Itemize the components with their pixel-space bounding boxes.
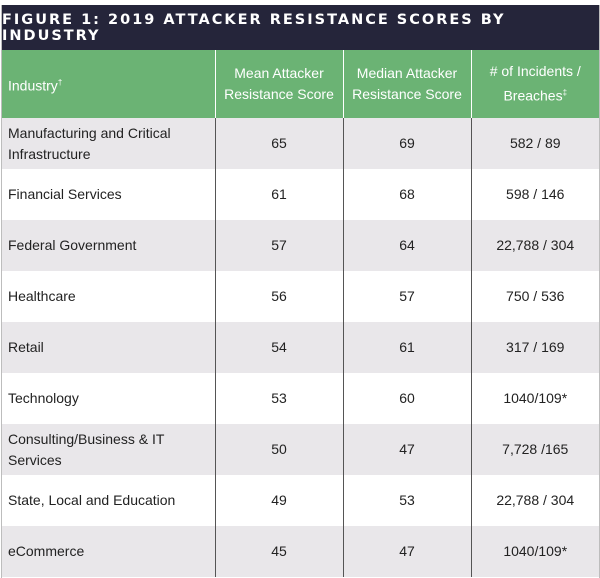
column-header: Mean Attacker Resistance Score xyxy=(214,50,343,118)
table-cell: Consulting/Business & IT Services xyxy=(2,424,215,475)
table-cell: 57 xyxy=(214,220,343,271)
table-row: Financial Services 61 68 598 / 146 xyxy=(2,169,599,220)
table-cell: 45 xyxy=(214,526,343,577)
column-header: Industry† xyxy=(2,50,215,118)
table-cell: 7,728 /165 xyxy=(470,424,599,475)
table-cell: 69 xyxy=(342,118,471,169)
table-cell: 582 / 89 xyxy=(470,118,599,169)
table-cell: 68 xyxy=(342,169,471,220)
table-row: Technology 53 60 1040/109* xyxy=(2,373,599,424)
table-cell: 53 xyxy=(342,475,471,526)
table-cell: 57 xyxy=(342,271,471,322)
table-cell: Federal Government xyxy=(2,220,215,271)
table-row: Healthcare 56 57 750 / 536 xyxy=(2,271,599,322)
figure: FIGURE 1: 2019 ATTACKER RESISTANCE SCORE… xyxy=(1,5,600,578)
table-row: Federal Government 57 64 22,788 / 304 xyxy=(2,220,599,271)
table-cell: 1040/109* xyxy=(470,373,599,424)
table-cell: Retail xyxy=(2,322,215,373)
table-cell: 64 xyxy=(342,220,471,271)
table-cell: 47 xyxy=(342,424,471,475)
table-row: eCommerce 45 47 1040/109* xyxy=(2,526,599,577)
table-cell: Healthcare xyxy=(8,288,76,304)
table-cell: 56 xyxy=(214,271,343,322)
table-cell: 49 xyxy=(214,475,343,526)
header-row: Industry† Mean Attacker Resistance Score M… xyxy=(2,50,599,118)
table-cell: 47 xyxy=(342,526,471,577)
table-cell: 317 / 169 xyxy=(470,322,599,373)
table-cell: 54 xyxy=(214,322,343,373)
table-cell: 1040/109* xyxy=(470,526,599,577)
table-row: Retail 54 61 317 / 169 xyxy=(2,322,599,373)
table-cell: 65 xyxy=(214,118,343,169)
table-cell: 61 xyxy=(214,169,343,220)
scores-table: Industry† Mean Attacker Resistance Score M… xyxy=(2,50,599,577)
table-cell: 22,788 / 304 xyxy=(470,475,599,526)
table-cell: Manufacturing and Critical Infrastructur… xyxy=(2,118,215,169)
table-row: Manufacturing and Critical Infrastructur… xyxy=(2,118,599,169)
table-cell: Technology xyxy=(8,390,79,406)
table-cell: 60 xyxy=(342,373,471,424)
figure-title: FIGURE 1: 2019 ATTACKER RESISTANCE SCORE… xyxy=(2,5,599,50)
table-cell: State, Local and Education xyxy=(8,492,176,508)
table-cell: 598 / 146 xyxy=(470,169,599,220)
table-cell: Financial Services xyxy=(8,186,122,202)
table-cell: 750 / 536 xyxy=(470,271,599,322)
table-row: Consulting/Business & IT Services 50 47 7,7… xyxy=(2,424,599,475)
table-row: State, Local and Education 49 53 22,788 / 3… xyxy=(2,475,599,526)
table-cell: 61 xyxy=(342,322,471,373)
table-cell: 50 xyxy=(214,424,343,475)
table-cell: 53 xyxy=(214,373,343,424)
table-cell: eCommerce xyxy=(2,526,215,577)
column-header: Median Attacker Resistance Score xyxy=(342,50,471,118)
table-cell: 22,788 / 304 xyxy=(470,220,599,271)
column-header: # of Incidents / Breaches‡ xyxy=(470,50,599,118)
